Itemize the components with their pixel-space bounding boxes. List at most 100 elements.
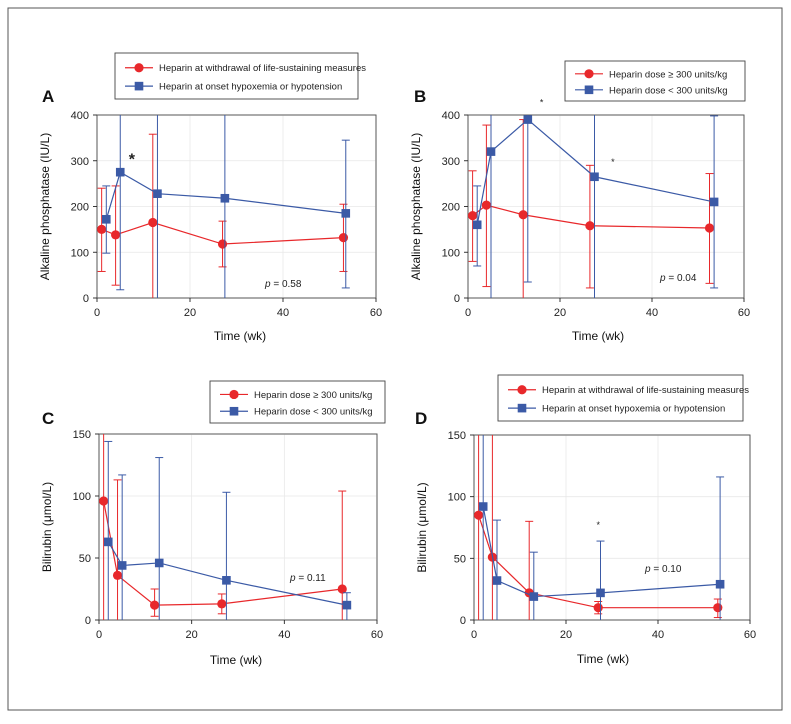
legend: Heparin dose ≥ 300 units/kg Heparin dose … (564, 60, 746, 102)
data-point (478, 502, 488, 511)
data-point (217, 239, 228, 249)
p-symbol: p (659, 273, 666, 284)
x-axis-title: Time (wk) (572, 329, 624, 343)
y-tick-label: 0 (85, 615, 91, 627)
y-tick-label: 50 (79, 553, 91, 565)
series-red (468, 119, 715, 298)
legend-marker (517, 385, 527, 395)
legend-label: Heparin dose < 300 units/kg (254, 407, 373, 418)
y-tick-label: 300 (71, 156, 89, 168)
data-point (590, 172, 599, 182)
legend-box (209, 380, 386, 424)
data-point (99, 496, 109, 506)
data-point (117, 561, 127, 570)
y-axis-title: Bilirubin (μmol/L) (415, 482, 429, 572)
x-tick-label: 20 (560, 629, 572, 641)
legend-label: Heparin dose ≥ 300 units/kg (609, 69, 727, 80)
data-point (148, 217, 158, 228)
x-axis-title: Time (wk) (210, 653, 262, 667)
panel-b: 0 100 200 300 400 0 20 40 60 Time (wk) Alkaline ph… (409, 60, 750, 343)
data-point (713, 603, 723, 613)
series-blue (103, 440, 352, 620)
significance-asterisk: * (611, 157, 615, 167)
legend-box (114, 52, 359, 100)
p-value-number: = 0.04 (666, 273, 697, 284)
p-value: p = 0.58 (264, 279, 302, 290)
data-point (715, 579, 725, 589)
data-point (102, 215, 111, 224)
panel-c: 0 50 100 150 0 20 40 60 Time (wk) Bilirubin (μmol… (40, 380, 386, 667)
x-axis-title: Time (wk) (577, 652, 629, 666)
y-tick-label: 100 (71, 247, 89, 259)
data-point (103, 537, 113, 547)
data-point (217, 599, 227, 609)
p-value-number: = 0.58 (271, 279, 302, 290)
panel-letter: B (414, 87, 426, 106)
data-point (468, 211, 478, 221)
x-tick-label: 60 (371, 629, 383, 641)
y-tick-label: 50 (454, 553, 466, 565)
y-tick-label: 0 (454, 293, 460, 305)
panel-a: 0 100 200 300 400 0 20 40 60 Time (wk) Alkaline ph… (38, 52, 382, 343)
legend-marker (134, 63, 144, 73)
data-point (474, 510, 484, 520)
data-point (593, 603, 603, 613)
legend-label: Heparin at onset hypoxemia or hypotensio… (159, 82, 342, 93)
x-tick-label: 0 (96, 629, 102, 641)
p-symbol: p (644, 564, 651, 575)
x-tick-label: 20 (554, 307, 566, 319)
panel-letter: D (415, 409, 427, 428)
y-axis-title: Alkaline phosphatase (IU/L) (409, 133, 423, 280)
legend-label: Heparin at withdrawal of life-sustaining… (542, 385, 749, 396)
data-point (523, 115, 533, 124)
legend-box (564, 60, 746, 102)
series-red (474, 435, 723, 620)
p-value: p = 0.10 (644, 564, 682, 575)
plot-frame (473, 434, 751, 621)
y-tick-label: 300 (442, 156, 460, 168)
data-point (486, 147, 496, 156)
x-tick-label: 0 (94, 307, 100, 319)
x-tick-label: 0 (471, 629, 477, 641)
data-point (222, 576, 231, 585)
legend-marker (134, 81, 144, 91)
x-tick-label: 40 (646, 307, 658, 319)
x-axis-title: Time (wk) (214, 329, 266, 343)
p-value: p = 0.11 (289, 573, 326, 584)
y-tick-label: 0 (460, 615, 466, 627)
significance-asterisk: * (596, 520, 600, 530)
data-point (112, 570, 123, 580)
data-point (596, 588, 605, 598)
y-tick-label: 200 (442, 202, 460, 214)
y-tick-label: 400 (442, 110, 460, 122)
series-red (97, 133, 349, 298)
p-value-number: = 0.11 (296, 573, 327, 584)
y-axis-title: Alkaline phosphatase (IU/L) (38, 133, 52, 280)
data-point (338, 233, 349, 243)
data-point (220, 193, 230, 203)
x-tick-label: 60 (370, 307, 382, 319)
x-tick-label: 20 (184, 307, 196, 319)
data-point (97, 224, 107, 234)
p-value: p = 0.04 (659, 273, 697, 284)
p-symbol: p (264, 279, 271, 290)
p-value-number: = 0.10 (651, 564, 682, 575)
data-point (342, 600, 352, 610)
legend-marker (517, 403, 527, 413)
plot-frame (98, 433, 378, 621)
plot-area (473, 434, 751, 621)
data-point (529, 592, 539, 601)
data-point (154, 558, 164, 568)
y-tick-label: 200 (71, 202, 89, 214)
significance-asterisk: * (540, 97, 544, 107)
data-point (472, 220, 482, 230)
series-blue (472, 115, 719, 298)
legend-label: Heparin dose ≥ 300 units/kg (254, 390, 372, 401)
plot-area (98, 433, 378, 621)
legend: Heparin at withdrawal of life-sustaining… (114, 52, 366, 100)
data-point (341, 209, 351, 218)
legend-label: Heparin dose < 300 units/kg (609, 85, 728, 96)
p-symbol: p (289, 573, 296, 584)
